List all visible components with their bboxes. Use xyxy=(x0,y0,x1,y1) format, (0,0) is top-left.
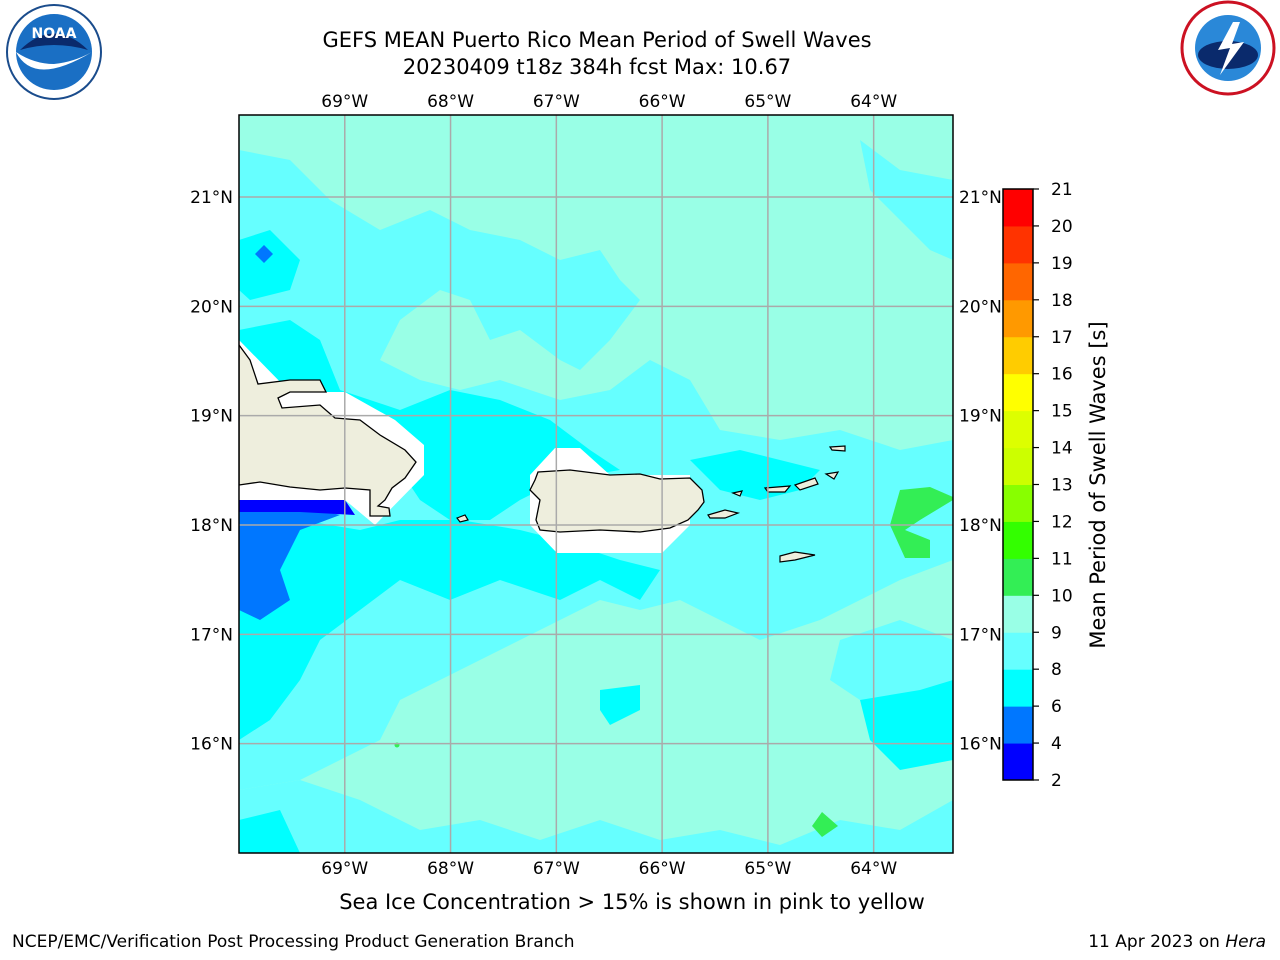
land-hispaniola xyxy=(239,343,417,517)
colorbar-tick-label: 2 xyxy=(1051,771,1062,791)
colorbar-segment xyxy=(1003,225,1033,264)
sea-ice-note: Sea Ice Concentration > 15% is shown in … xyxy=(339,890,925,914)
lon-label-top: 65°W xyxy=(744,92,791,112)
lat-label-left: 20°N xyxy=(190,297,233,317)
colorbar-tick-label: 18 xyxy=(1051,291,1073,311)
colorbar-tick-label: 17 xyxy=(1051,328,1073,348)
colorbar-segment xyxy=(1003,484,1033,522)
colorbar-segment xyxy=(1003,336,1033,375)
island-virgin xyxy=(763,485,792,493)
lon-label-bottom: 69°W xyxy=(321,859,368,879)
chart-title: GEFS MEAN Puerto Rico Mean Period of Swe… xyxy=(322,28,872,52)
noaa-logo-text: NOAA xyxy=(32,26,77,42)
colorbar-segment xyxy=(1003,706,1033,744)
contour-6s-southwest xyxy=(239,810,300,853)
island-st-croix xyxy=(779,551,816,563)
lat-label-right: 18°N xyxy=(959,516,1002,536)
lat-label-right: 21°N xyxy=(959,188,1002,208)
contour-10s-south xyxy=(812,812,838,837)
colorbar-tick-label: 9 xyxy=(1051,623,1062,643)
contour-6s-blob xyxy=(600,685,640,725)
map-field xyxy=(239,115,953,853)
contour-4s-small xyxy=(255,245,273,263)
lon-label-bottom: 67°W xyxy=(533,859,580,879)
colorbar-tick-label: 16 xyxy=(1051,365,1073,385)
island-mona xyxy=(456,514,469,523)
lon-label-bottom: 66°W xyxy=(639,859,686,879)
lat-label-left: 19°N xyxy=(190,407,233,427)
colorbar-segment xyxy=(1003,189,1033,227)
colorbar-tick-label: 12 xyxy=(1051,512,1073,532)
colorbar-segment xyxy=(1003,558,1033,596)
chart-subtitle: 20230409 t18z 384h fcst Max: 10.67 xyxy=(402,55,792,79)
map-frame xyxy=(238,114,954,854)
footer-host: Hera xyxy=(1225,932,1266,952)
colorbar-segment xyxy=(1003,410,1033,449)
lat-label-right: 16°N xyxy=(959,735,1002,755)
colorbar: 2 4 6 8 9 10 11 12 13 14 15 16 17 18 19 20 21 Mean Period… xyxy=(1002,180,1110,791)
colorbar-segment xyxy=(1003,373,1033,412)
lat-label-left: 16°N xyxy=(190,735,233,755)
lat-label-right: 20°N xyxy=(959,297,1002,317)
colorbar-tick-label: 21 xyxy=(1051,180,1073,200)
lat-label-right: 17°N xyxy=(959,625,1002,645)
footer-date-text: 11 Apr 2023 on xyxy=(1088,932,1226,952)
contour-8s-east xyxy=(860,140,953,260)
colorbar-segment xyxy=(1003,521,1033,559)
colorbar-tick-label: 20 xyxy=(1051,217,1073,237)
lat-label-right: 19°N xyxy=(959,407,1002,427)
colorbar-segment xyxy=(1003,262,1033,301)
lon-label-bottom: 65°W xyxy=(744,859,791,879)
lat-label-left: 17°N xyxy=(190,625,233,645)
island-vieques xyxy=(707,509,741,519)
colorbar-segment xyxy=(1003,595,1033,633)
colorbar-tick-label: 11 xyxy=(1051,549,1073,569)
lon-label-top: 66°W xyxy=(639,92,686,112)
colorbar-segment xyxy=(1003,632,1033,670)
island-culebra xyxy=(731,490,743,497)
colorbar-segment xyxy=(1003,447,1033,485)
colorbar-tick-label: 19 xyxy=(1051,254,1073,274)
map-grid xyxy=(239,115,953,853)
island-anegada xyxy=(828,445,846,452)
lon-label-bottom: 68°W xyxy=(427,859,474,879)
colorbar-segment xyxy=(1003,743,1033,781)
colorbar-tick-label: 4 xyxy=(1051,734,1062,754)
contour-6s-northwest xyxy=(239,230,300,300)
lon-label-top: 68°W xyxy=(427,92,474,112)
colorbar-tick-label: 15 xyxy=(1051,402,1073,422)
lon-label-top: 64°W xyxy=(850,92,897,112)
contour-6s-east-blob xyxy=(860,680,953,770)
colorbar-segment xyxy=(1003,669,1033,707)
lat-label-left: 18°N xyxy=(190,516,233,536)
contour-2s-west xyxy=(239,500,355,515)
island-virgin-2 xyxy=(793,477,819,491)
footer-date: 11 Apr 2023 on Hera xyxy=(1088,932,1266,952)
land-puerto-rico xyxy=(529,469,705,533)
island-small-e xyxy=(824,471,840,480)
axis-labels: 69°W 69°W 68°W 68°W 67°W 67°W 66°W 66°W 65°W 65°W… xyxy=(190,92,1002,879)
footer-credit: NCEP/EMC/Verification Post Processing Pr… xyxy=(12,932,575,952)
noaa-logo: NOAA xyxy=(6,4,102,100)
colorbar-label: Mean Period of Swell Waves [s] xyxy=(1086,321,1110,648)
lat-label-left: 21°N xyxy=(190,188,233,208)
colorbar-tick-label: 6 xyxy=(1051,697,1062,717)
colorbar-tick-label: 13 xyxy=(1051,476,1073,496)
nws-logo xyxy=(1180,0,1276,96)
lon-label-top: 69°W xyxy=(321,92,368,112)
colorbar-tick-label: 10 xyxy=(1051,586,1073,606)
colorbar-segment xyxy=(1003,299,1033,338)
lon-label-top: 67°W xyxy=(533,92,580,112)
contour-4s-west xyxy=(239,505,340,620)
colorbar-tick-label: 14 xyxy=(1051,439,1073,459)
lon-label-bottom: 64°W xyxy=(850,859,897,879)
contour-10s-east xyxy=(890,487,953,558)
colorbar-tick-label: 8 xyxy=(1051,660,1062,680)
contour-8s-south xyxy=(239,780,953,853)
contour-6s-central xyxy=(239,320,620,520)
